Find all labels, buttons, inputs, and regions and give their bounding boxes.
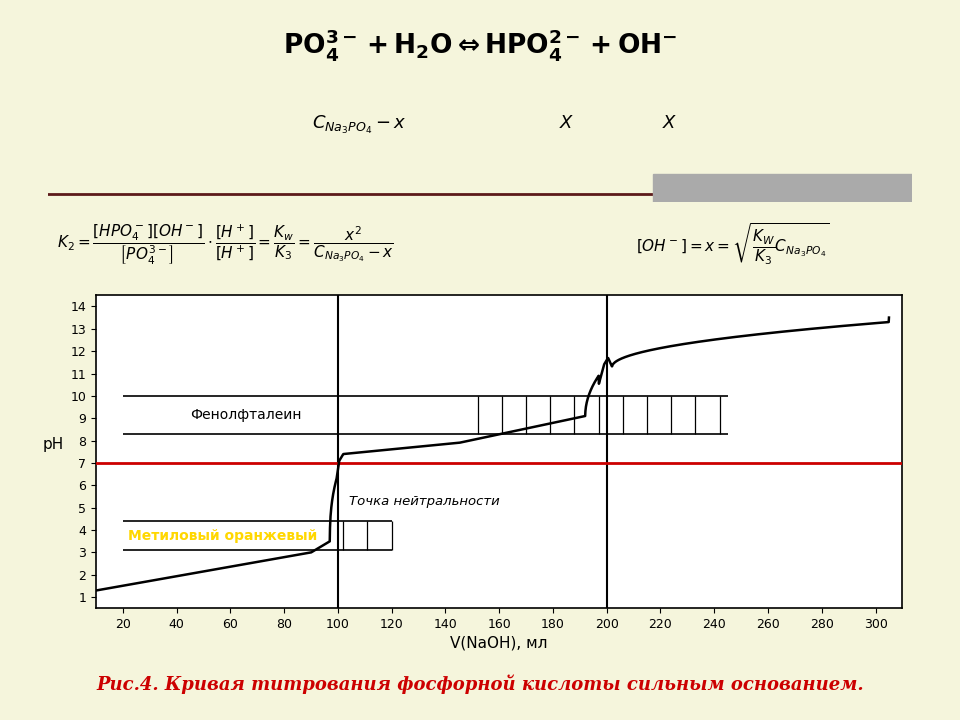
Text: Точка нейтральности: Точка нейтральности <box>348 495 499 508</box>
Text: $C_{Na_3PO_4} - x$: $C_{Na_3PO_4} - x$ <box>312 114 406 136</box>
Text: $X$: $X$ <box>662 114 678 132</box>
Bar <box>653 174 912 202</box>
Text: $X$: $X$ <box>559 114 574 132</box>
Text: $\mathbf{PO^{3-}_{4} + H_{2}O \Leftrightarrow HPO^{2-}_{4} + OH^{-}}$: $\mathbf{PO^{3-}_{4} + H_{2}O \Leftright… <box>283 27 677 63</box>
Text: $K_2 = \dfrac{\left[HPO_4^-\right]\left[OH^-\right]}{\left[PO_4^{3-}\right]}\cdo: $K_2 = \dfrac{\left[HPO_4^-\right]\left[… <box>57 222 394 267</box>
Text: $\left[OH^-\right] = x = \sqrt{\dfrac{K_W}{K_3} C_{Na_3PO_4}}$: $\left[OH^-\right] = x = \sqrt{\dfrac{K_… <box>636 222 829 267</box>
Y-axis label: pH: pH <box>43 437 64 452</box>
Text: Метиловый оранжевый: Метиловый оранжевый <box>129 528 318 543</box>
Text: Фенолфталеин: Фенолфталеин <box>190 408 301 422</box>
X-axis label: V(NaOH), мл: V(NaOH), мл <box>450 635 548 650</box>
Text: Рис.4. Кривая титрования фосфорной кислоты сильным основанием.: Рис.4. Кривая титрования фосфорной кисло… <box>96 674 864 694</box>
